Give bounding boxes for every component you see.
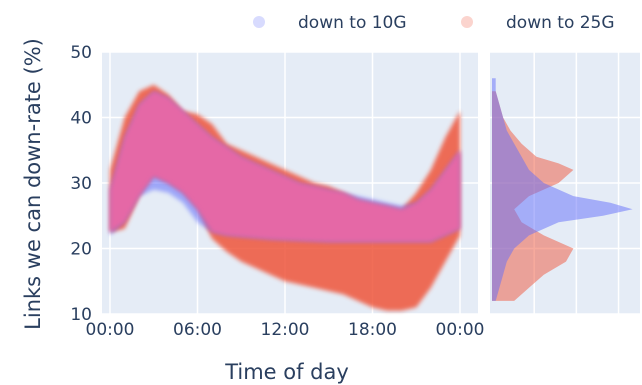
legend-item-25g[interactable]: down to 25G <box>461 13 615 33</box>
legend: down to 10G down to 25G <box>253 13 615 33</box>
x-tick-label: 18:00 <box>348 320 397 340</box>
y-tick-label: 40 <box>70 109 92 129</box>
legend-label-10g: down to 10G <box>298 13 407 33</box>
x-tick-labels: 00:00 06:00 12:00 18:00 00:00 <box>86 320 485 340</box>
y-tick-labels: 10 20 30 40 50 <box>70 43 92 325</box>
y-tick-label: 20 <box>70 240 92 260</box>
x-tick-label: 06:00 <box>173 320 222 340</box>
legend-label-25g: down to 25G <box>506 13 615 33</box>
x-tick-label: 00:00 <box>86 320 135 340</box>
y-axis-title: Links we can down-rate (%) <box>21 38 45 330</box>
x-axis-title: Time of day <box>224 360 349 384</box>
y-tick-label: 10 <box>70 305 92 325</box>
y-tick-label: 30 <box>70 174 92 194</box>
y-tick-label: 50 <box>70 43 92 63</box>
legend-marker-25g <box>461 16 473 28</box>
legend-item-10g[interactable]: down to 10G <box>253 13 407 33</box>
band-layer <box>110 84 460 311</box>
x-tick-label: 00:00 <box>436 320 485 340</box>
band-overlap <box>110 91 460 242</box>
histogram-10g <box>492 78 633 301</box>
legend-marker-10g <box>253 16 265 28</box>
histogram-layer <box>492 78 633 301</box>
x-tick-label: 12:00 <box>261 320 310 340</box>
